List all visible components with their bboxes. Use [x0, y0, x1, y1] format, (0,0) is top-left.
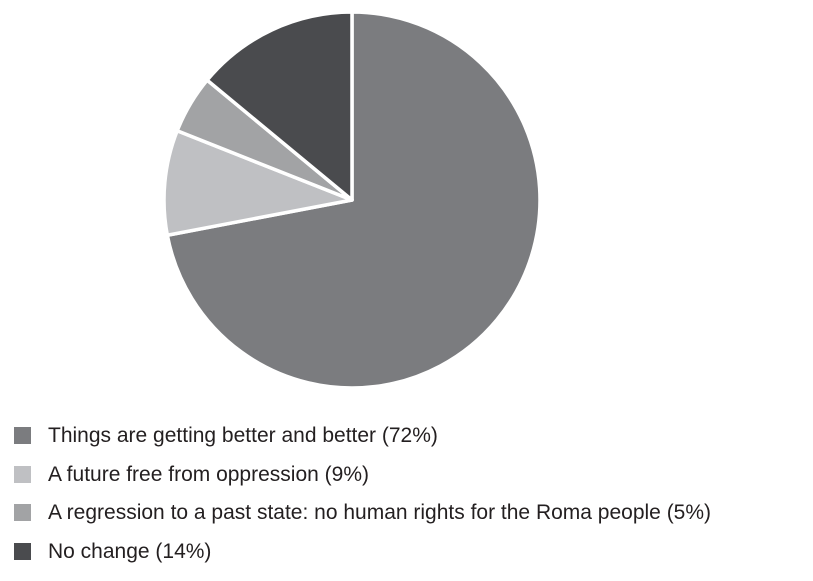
legend-label: A future free from oppression (9%) [48, 462, 369, 486]
legend-label: No change (14%) [48, 539, 212, 563]
legend-label: A regression to a past state: no human r… [48, 501, 712, 524]
pie-chart [162, 10, 542, 390]
legend-swatch [14, 504, 31, 521]
legend-swatch [14, 427, 31, 444]
legend-swatch [14, 542, 31, 560]
legend-item: A future free from oppression (9%) [14, 464, 711, 485]
legend-label: Things are getting better and better (72… [48, 424, 438, 447]
legend-swatch [14, 465, 31, 483]
legend-item: A regression to a past state: no human r… [14, 502, 711, 523]
legend-item: Things are getting better and better (72… [14, 425, 711, 446]
pie-slice [205, 10, 354, 202]
legend-item: No change (14%) [14, 541, 711, 562]
legend: Things are getting better and better (72… [14, 425, 711, 579]
pie-slice [162, 129, 354, 237]
